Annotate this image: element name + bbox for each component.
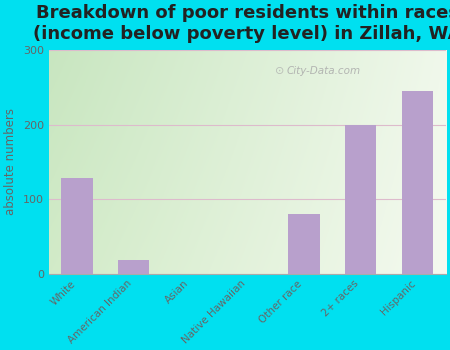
Text: City-Data.com: City-Data.com (287, 66, 361, 76)
Bar (62, 178, 93, 274)
Text: ⊙: ⊙ (275, 66, 284, 76)
Bar (345, 125, 376, 274)
Y-axis label: absolute numbers: absolute numbers (4, 108, 17, 215)
Title: Breakdown of poor residents within races
(income below poverty level) in Zillah,: Breakdown of poor residents within races… (33, 4, 450, 43)
Bar (402, 91, 433, 274)
Bar (118, 260, 149, 274)
Bar (288, 214, 319, 274)
